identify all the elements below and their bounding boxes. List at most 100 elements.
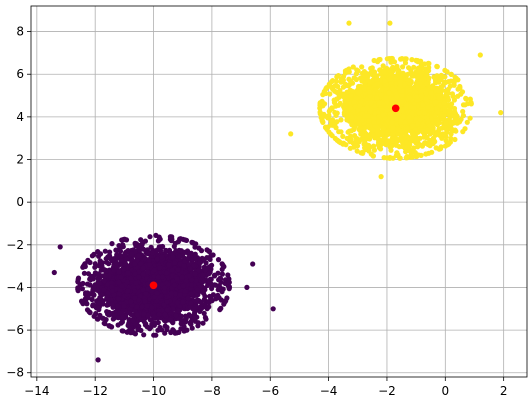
data-point (374, 95, 380, 101)
data-point (383, 95, 389, 101)
data-point (154, 256, 160, 262)
data-point (145, 281, 151, 287)
data-point (178, 321, 184, 327)
data-point (438, 146, 444, 152)
data-point (94, 287, 100, 293)
data-point (223, 298, 229, 304)
data-point (115, 322, 121, 328)
data-point (399, 88, 405, 94)
data-point (121, 303, 127, 309)
data-point (115, 303, 121, 309)
data-point (209, 298, 215, 304)
data-point (421, 110, 428, 116)
data-point (390, 125, 396, 131)
data-point (115, 253, 121, 259)
data-point (324, 114, 330, 120)
data-point (85, 271, 92, 277)
data-point (174, 276, 180, 282)
data-point (146, 257, 152, 263)
data-point (323, 90, 329, 97)
data-point (356, 120, 362, 126)
data-point (364, 76, 371, 83)
data-point (449, 91, 455, 97)
data-point (149, 304, 155, 311)
data-point (177, 292, 183, 298)
data-point (193, 278, 199, 284)
data-point (423, 96, 429, 102)
data-point (171, 328, 177, 334)
data-point (460, 108, 466, 115)
data-point (409, 123, 416, 129)
data-point (161, 317, 167, 323)
data-point (125, 322, 131, 329)
data-point (460, 102, 467, 108)
data-point (394, 63, 400, 69)
data-point (180, 283, 186, 289)
data-point (81, 270, 87, 276)
data-point (374, 76, 380, 82)
data-point (91, 292, 97, 298)
data-point (323, 85, 330, 91)
data-point (161, 302, 167, 308)
data-point (402, 60, 409, 66)
data-point (113, 247, 119, 253)
data-point (452, 136, 458, 143)
data-point (416, 110, 422, 116)
data-point (344, 114, 350, 120)
data-point (135, 284, 141, 290)
data-point (181, 263, 187, 269)
data-point (347, 145, 353, 151)
data-point (389, 119, 395, 126)
data-point (448, 71, 454, 77)
data-point (186, 261, 192, 267)
data-point (176, 308, 182, 314)
data-point (194, 287, 201, 293)
data-point (89, 253, 95, 259)
data-point (371, 116, 377, 122)
data-point (115, 315, 121, 321)
data-point (389, 138, 396, 144)
data-point (215, 294, 221, 300)
data-point (459, 89, 466, 95)
data-point (451, 97, 457, 103)
data-point (420, 102, 426, 108)
data-point (134, 304, 140, 310)
data-point (362, 145, 368, 151)
data-point (109, 284, 115, 290)
data-point (145, 269, 151, 275)
data-point (116, 291, 122, 297)
data-point (136, 274, 142, 280)
data-point (399, 138, 405, 144)
data-point (368, 151, 374, 157)
data-point (125, 248, 131, 254)
data-point (80, 280, 86, 287)
data-point (188, 282, 194, 288)
data-point (397, 82, 404, 88)
data-point (218, 305, 224, 311)
data-point (213, 282, 219, 288)
data-point (156, 311, 162, 317)
data-point (207, 293, 213, 299)
data-point (173, 313, 179, 319)
data-point (394, 116, 400, 122)
data-point (99, 292, 105, 298)
data-point (132, 321, 139, 327)
data-point (92, 264, 98, 270)
data-point (204, 255, 210, 261)
data-point (434, 109, 441, 115)
data-point (137, 261, 144, 267)
data-point (345, 83, 351, 89)
data-point (126, 310, 132, 316)
data-point (411, 64, 417, 70)
data-point (381, 155, 387, 161)
data-point (322, 101, 328, 107)
data-point (353, 138, 359, 144)
data-point (142, 298, 148, 304)
data-point (135, 327, 141, 333)
data-point (432, 76, 438, 82)
data-point (132, 308, 138, 314)
data-point (141, 319, 147, 325)
data-point (101, 320, 107, 326)
data-point (348, 137, 354, 143)
